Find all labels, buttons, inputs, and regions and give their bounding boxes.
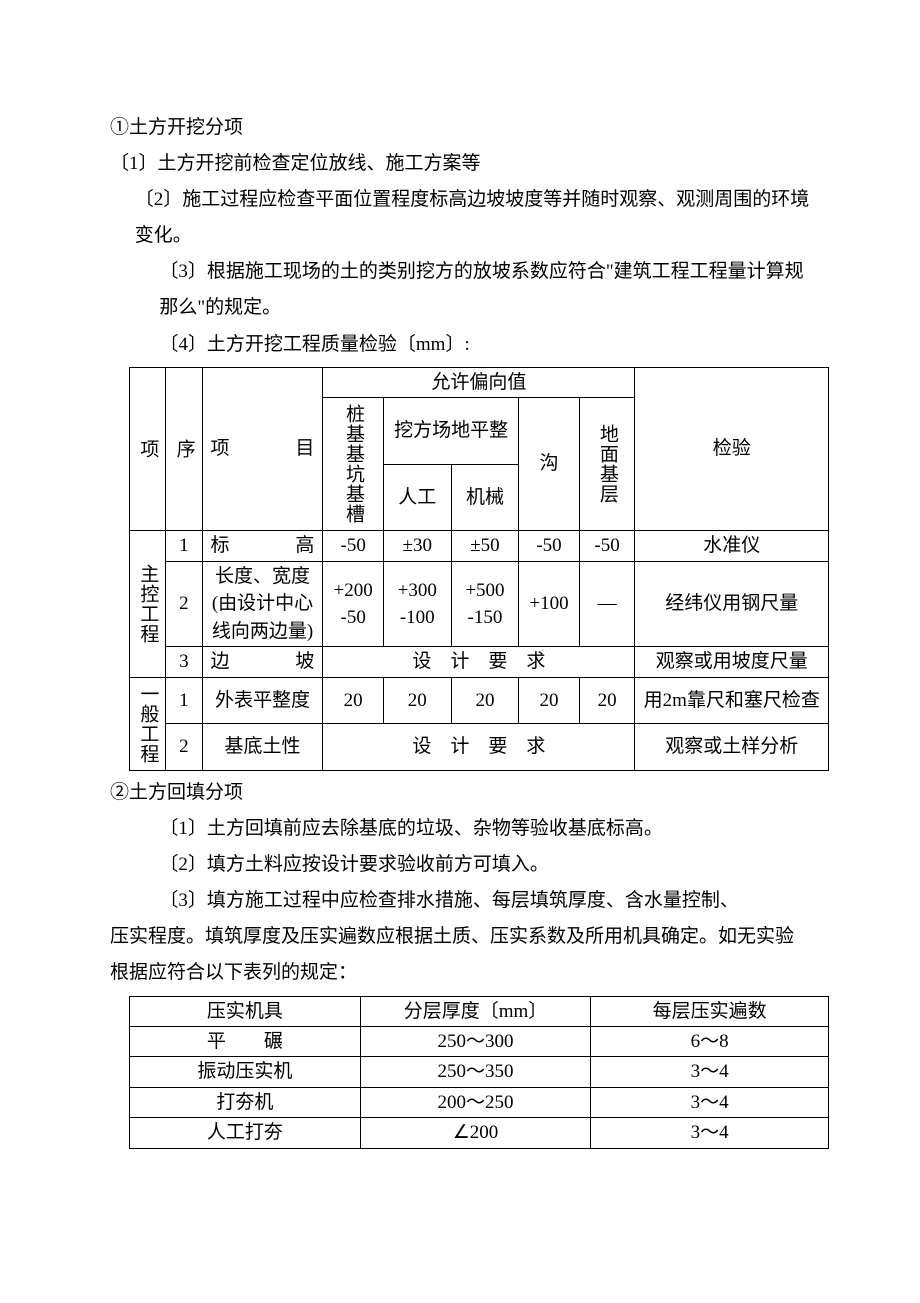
cell-v4: +100	[519, 561, 579, 647]
table1-row-4: 一般工程 1 外表平整度 20 20 20 20 20 用2m靠尺和塞尺检查	[130, 677, 829, 724]
section1-p4: 〔4〕土方开挖工程质量检验〔mm〕:	[110, 327, 810, 363]
table-earthwork-inspection: 项 序 项 目 允许偏向值 检验 桩基基坑基槽 挖方场地平整 沟 地面基层 人工…	[129, 367, 829, 771]
section1-p2: 〔2〕施工过程应检查平面位置程度标高边坡坡度等并随时观察、观测周围的环境变化。	[110, 182, 810, 254]
cell-req: 设 计 要 求	[323, 724, 635, 771]
table1-cat-main: 主控工程	[130, 531, 166, 678]
cell-item: 基底土性	[202, 724, 323, 771]
cell-c1: 人工打夯	[130, 1118, 361, 1148]
table2-header-row: 压实机具 分层厚度〔mm〕 每层压实遍数	[130, 996, 829, 1026]
cell-check: 水准仪	[635, 531, 829, 562]
cell-c2: 200～250	[360, 1087, 591, 1117]
cell-check: 经纬仪用钢尺量	[635, 561, 829, 647]
cell-item: 外表平整度	[202, 677, 323, 724]
cell-v4: 20	[519, 677, 579, 724]
cell-v3: ±50	[451, 531, 519, 562]
cell-item: 标 高	[202, 531, 323, 562]
cell-c3: 3～4	[591, 1118, 829, 1148]
section1-p1: 〔1〕土方开挖前检查定位放线、施工方案等	[110, 146, 810, 182]
cell-v2: ±30	[383, 531, 451, 562]
section2-heading: ②土方回填分项	[110, 775, 810, 811]
table2-row: 振动压实机 250～350 3～4	[130, 1057, 829, 1087]
table2-row: 打夯机 200～250 3～4	[130, 1087, 829, 1117]
cell-c1: 振动压实机	[130, 1057, 361, 1087]
section2-p2: 〔2〕填方土料应按设计要求验收前方可填入。	[110, 847, 810, 883]
cell-seq: 2	[166, 561, 202, 647]
cell-v5: -50	[579, 531, 635, 562]
table2-row: 平 碾 250～300 6～8	[130, 1026, 829, 1056]
table1-row-5: 2 基底土性 设 计 要 求 观察或土样分析	[130, 724, 829, 771]
cell-c2: 250～350	[360, 1057, 591, 1087]
cell-c3: 6～8	[591, 1026, 829, 1056]
table-compaction-spec: 压实机具 分层厚度〔mm〕 每层压实遍数 平 碾 250～300 6～8 振动压…	[129, 996, 829, 1149]
cell-v4: -50	[519, 531, 579, 562]
cell-seq: 2	[166, 724, 202, 771]
cell-c2: ∠200	[360, 1118, 591, 1148]
cell-seq: 3	[166, 647, 202, 678]
table1-h-manual: 人工	[383, 464, 451, 531]
table1-h-ground: 地面基层	[579, 398, 635, 531]
cell-seq: 1	[166, 677, 202, 724]
cell-v1: -50	[323, 531, 383, 562]
table1-header-row1: 项 序 项 目 允许偏向值 检验	[130, 367, 829, 398]
table1-row-3: 3 边 坡 设 计 要 求 观察或用坡度尺量	[130, 647, 829, 678]
table1-h-machine: 机械	[451, 464, 519, 531]
cell-c1: 平 碾	[130, 1026, 361, 1056]
table1-h-category: 项	[130, 367, 166, 531]
section2-p1: 〔1〕土方回填前应去除基底的垃圾、杂物等验收基底标高。	[110, 811, 810, 847]
table1-cat-general: 一般工程	[130, 677, 166, 770]
cell-seq: 1	[166, 531, 202, 562]
cell-v5: —	[579, 561, 635, 647]
table1-h-col1: 桩基基坑基槽	[323, 398, 383, 531]
cell-v3: 20	[451, 677, 519, 724]
cell-c2: 250～300	[360, 1026, 591, 1056]
table2-row: 人工打夯 ∠200 3～4	[130, 1118, 829, 1148]
table1-h-gou: 沟	[519, 398, 579, 531]
section2-p3b: 压实程度。填筑厚度及压实遍数应根据土质、压实系数及所用机具确定。如无实验根据应符…	[110, 919, 810, 991]
cell-req: 设 计 要 求	[323, 647, 635, 678]
table1-row-1: 主控工程 1 标 高 -50 ±30 ±50 -50 -50 水准仪	[130, 531, 829, 562]
cell-v3: +500 -150	[451, 561, 519, 647]
cell-c3: 3～4	[591, 1087, 829, 1117]
cell-c3: 3～4	[591, 1057, 829, 1087]
cell-check: 观察或土样分析	[635, 724, 829, 771]
cell-c1: 打夯机	[130, 1087, 361, 1117]
table1-h-grading: 挖方场地平整	[383, 398, 518, 465]
table2-h1: 压实机具	[130, 996, 361, 1026]
cell-item: 长度、宽度(由设计中心线向两边量)	[202, 561, 323, 647]
section2-p3a: 〔3〕填方施工过程中应检查排水措施、每层填筑厚度、含水量控制、	[110, 883, 810, 919]
table1-h-check: 检验	[635, 367, 829, 531]
cell-v1: 20	[323, 677, 383, 724]
cell-v1: +200 -50	[323, 561, 383, 647]
cell-v5: 20	[579, 677, 635, 724]
table1-h-item: 项 目	[202, 367, 323, 531]
table2-h2: 分层厚度〔mm〕	[360, 996, 591, 1026]
cell-check: 用2m靠尺和塞尺检查	[635, 677, 829, 724]
section1-heading: ①土方开挖分项	[110, 110, 810, 146]
table2-h3: 每层压实遍数	[591, 996, 829, 1026]
cell-check: 观察或用坡度尺量	[635, 647, 829, 678]
cell-v2: +300 -100	[383, 561, 451, 647]
table1-row-2: 2 长度、宽度(由设计中心线向两边量) +200 -50 +300 -100 +…	[130, 561, 829, 647]
table1-h-seq: 序	[166, 367, 202, 531]
section1-p3: 〔3〕根据施工现场的土的类别挖方的放坡系数应符合"建筑工程工程量计算规那么"的规…	[110, 254, 810, 326]
cell-item: 边 坡	[202, 647, 323, 678]
table1-h-tolerance: 允许偏向值	[323, 367, 635, 398]
cell-v2: 20	[383, 677, 451, 724]
